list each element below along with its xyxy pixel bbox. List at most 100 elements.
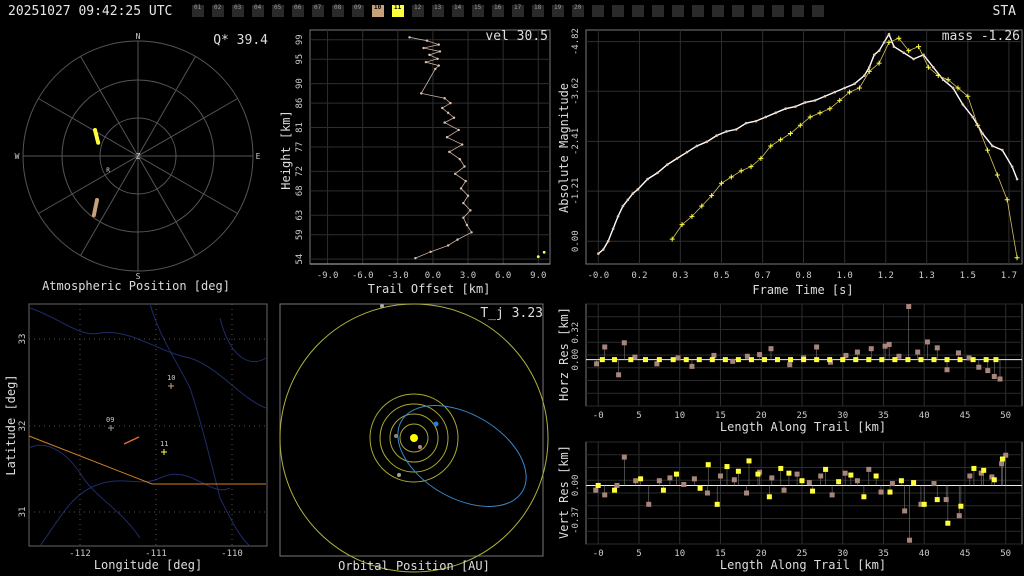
frame-cell[interactable] xyxy=(812,5,824,17)
map-xtick: -112 xyxy=(69,549,91,559)
mag-point-a xyxy=(892,45,896,48)
compass-r: R xyxy=(106,167,110,174)
trail-point xyxy=(408,36,411,39)
frame-cell[interactable] xyxy=(312,5,324,17)
horz-point xyxy=(827,359,833,365)
frame-number: 17 xyxy=(514,4,522,11)
frame-cell[interactable] xyxy=(292,5,304,17)
frame-cell[interactable] xyxy=(692,5,704,17)
frame-cell[interactable] xyxy=(552,5,564,17)
frame-cell[interactable] xyxy=(632,5,644,17)
compass-e: E xyxy=(256,152,261,161)
mag-point-b xyxy=(768,143,774,149)
trail-ytick: 63 xyxy=(295,210,305,221)
vert-point xyxy=(956,513,962,519)
magnitude-plot: -0.0 0.2 0.3 0.5 0.7 0.8 1.0 1.2 1.3 1.5 1.7 0.00 -1… xyxy=(557,28,1023,297)
frame-cell[interactable] xyxy=(452,5,464,17)
trail-line xyxy=(409,36,473,259)
frame-cell[interactable] xyxy=(252,5,264,17)
frame-cell[interactable] xyxy=(492,5,504,17)
frame-number: 12 xyxy=(414,4,422,11)
frame-cell[interactable] xyxy=(752,5,764,17)
vert-point xyxy=(799,478,805,484)
frame-cell[interactable] xyxy=(572,5,584,17)
frame-cell[interactable] xyxy=(332,5,344,17)
trail-point xyxy=(460,143,464,146)
frame-selector-bar[interactable]: 01 02 03 04 05 06 07 08 09 10 11 12 13 14 15 16 17 18 19 20 xyxy=(192,4,832,19)
frame-cell[interactable] xyxy=(592,5,604,17)
frame-cell[interactable] xyxy=(712,5,724,17)
vert-point xyxy=(848,472,854,478)
horz-point xyxy=(843,352,849,358)
mag-point-b xyxy=(748,164,754,170)
trail-point xyxy=(466,194,470,197)
vert-point xyxy=(907,537,913,543)
horz-xtick: 15 xyxy=(715,411,726,421)
frame-cell[interactable] xyxy=(532,5,544,17)
vert-point xyxy=(921,501,927,507)
frame-cell[interactable] xyxy=(732,5,744,17)
vert-point xyxy=(769,475,775,481)
vert-point xyxy=(981,467,987,473)
horz-point xyxy=(711,352,717,358)
frame-cell[interactable] xyxy=(612,5,624,17)
frame-cell[interactable] xyxy=(512,5,524,17)
mag-point-a xyxy=(685,150,689,154)
mag-point-a xyxy=(902,51,906,55)
horz-point xyxy=(801,357,807,363)
frame-cell[interactable] xyxy=(432,5,444,17)
trail-point xyxy=(414,256,417,260)
frame-cell[interactable] xyxy=(192,5,204,17)
mag-point-a xyxy=(764,115,768,119)
mag-point-a xyxy=(971,115,975,119)
horz-xtick: 5 xyxy=(636,411,641,421)
frame-cell[interactable] xyxy=(352,5,364,17)
trail-xtick: 0.0 xyxy=(425,271,441,281)
vert-point xyxy=(593,487,599,493)
mag-point-b xyxy=(975,122,981,128)
frame-cell[interactable] xyxy=(772,5,784,17)
trail-point xyxy=(462,216,465,219)
mag-xtick: 1.3 xyxy=(919,271,935,281)
vert-point xyxy=(934,497,940,503)
frame-cell[interactable] xyxy=(232,5,244,17)
horz-xtick: -0 xyxy=(593,411,604,421)
horz-point xyxy=(616,372,622,378)
frame-cell[interactable] xyxy=(372,5,384,17)
vert-point xyxy=(724,464,730,470)
mag-point-a xyxy=(774,111,777,115)
trail-ytick: 99 xyxy=(295,34,305,45)
frame-number: 20 xyxy=(574,4,582,11)
trail-point xyxy=(463,165,466,168)
mag-xtick: 0.8 xyxy=(795,271,811,281)
horz-point xyxy=(906,304,912,310)
vert-point xyxy=(866,466,872,472)
frame-cell[interactable] xyxy=(212,5,224,17)
vert-xtick: 5 xyxy=(636,549,641,559)
horz-xtick: 45 xyxy=(960,411,971,421)
mag-point-a xyxy=(725,130,728,133)
mag-point-a xyxy=(665,163,669,166)
frame-cell[interactable] xyxy=(792,5,804,17)
vert-point xyxy=(978,470,984,476)
mag-point-a xyxy=(1000,148,1004,152)
trail-point xyxy=(438,50,442,53)
orbit-planet-dot xyxy=(418,445,422,449)
mag-point-a xyxy=(803,101,807,104)
mag-point-b xyxy=(689,213,695,219)
horz-point xyxy=(868,346,874,352)
frame-cell[interactable] xyxy=(272,5,284,17)
horz-point xyxy=(886,341,892,347)
frame-cell[interactable] xyxy=(472,5,484,17)
mag-point-a xyxy=(932,65,935,69)
frame-cell[interactable] xyxy=(392,5,404,17)
mag-point-a xyxy=(601,248,605,251)
mag-point-a xyxy=(1015,177,1019,181)
frame-cell[interactable] xyxy=(672,5,684,17)
horz-point xyxy=(654,361,660,367)
frame-cell[interactable] xyxy=(652,5,664,17)
frame-cell[interactable] xyxy=(412,5,424,17)
orbital-position-plot: T_j 3.23 Orbital Position [AU] xyxy=(279,303,549,573)
mag-ytick: -1.21 xyxy=(571,178,581,205)
mag-point-b xyxy=(778,137,784,143)
